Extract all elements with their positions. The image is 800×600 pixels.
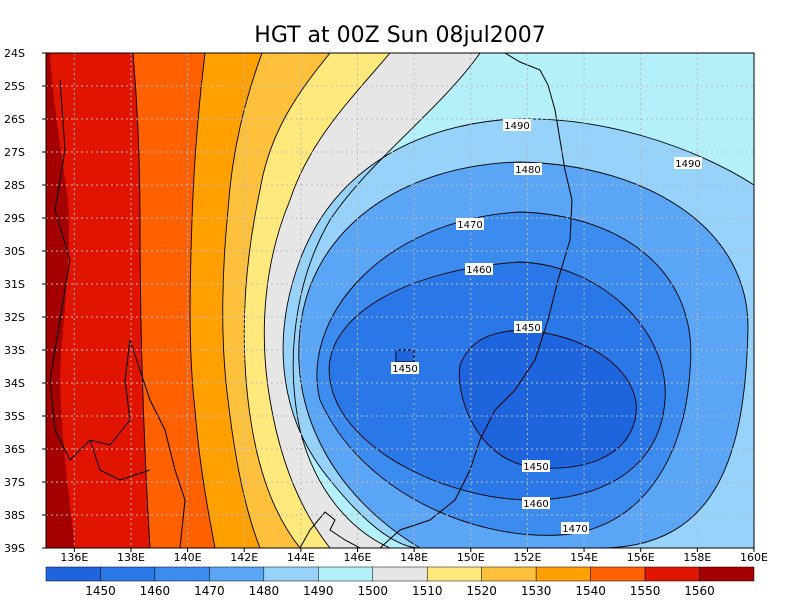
contour-label-text: 1470 (562, 524, 587, 535)
lat-label: 24S (4, 47, 25, 60)
colorbar-label: 1540 (575, 584, 606, 598)
contour-label: 1460 (522, 497, 550, 510)
contour-label: 1490 (674, 157, 702, 170)
lat-label: 31S (4, 278, 25, 291)
field (46, 53, 754, 548)
contour-label-text: 1470 (457, 220, 482, 231)
contour-label-text: 1450 (392, 364, 417, 375)
lat-label: 29S (4, 212, 25, 225)
colorbar-box (45, 566, 101, 582)
lon-label: 154E (570, 551, 598, 564)
lon-label: 160E (740, 551, 768, 564)
lon-label: 146E (344, 551, 372, 564)
colorbar-label: 1530 (521, 584, 552, 598)
lon-label: 150E (457, 551, 485, 564)
colorbar-label: 1560 (684, 584, 715, 598)
lon-label: 140E (174, 551, 202, 564)
lon-label: 158E (683, 551, 711, 564)
colorbar-box (426, 566, 482, 582)
contour-label: 1460 (465, 263, 493, 276)
contour-label: 1480 (514, 163, 542, 176)
colorbar-label: 1480 (249, 584, 280, 598)
lat-label: 35S (4, 410, 25, 423)
contour-label-text: 1450 (523, 462, 548, 473)
lat-label: 28S (4, 179, 25, 192)
contour-label: 1450 (391, 362, 419, 375)
contour-label-text: 1460 (523, 499, 548, 510)
colorbar-label: 1460 (140, 584, 171, 598)
contour-label-text: 1450 (515, 323, 540, 334)
lat-label: 39S (4, 542, 25, 555)
lat-label: 32S (4, 311, 25, 324)
colorbar-box (318, 566, 374, 582)
contour-label-text: 1490 (675, 159, 700, 170)
colorbar-label: 1470 (194, 584, 225, 598)
colorbar-box (209, 566, 265, 582)
band (46, 53, 75, 548)
lon-label: 156E (627, 551, 655, 564)
colorbar-box (154, 566, 210, 582)
contour-label: 1470 (456, 218, 484, 231)
graticule (46, 53, 754, 548)
colorbar-box (590, 566, 646, 582)
colorbar-box (535, 566, 591, 582)
coastline (49, 53, 573, 548)
contour-label: 1450 (522, 460, 550, 473)
lon-label: 138E (117, 551, 145, 564)
colorbar-box (372, 566, 428, 582)
contour-label: 1490 (503, 119, 531, 132)
lon-label: 148E (400, 551, 428, 564)
plot-frame (45, 52, 755, 549)
contour-labels: 1490 1490 1480 1470 1460 1450 1450 1450 … (391, 119, 702, 535)
band (396, 330, 637, 469)
colorbar-label: 1500 (357, 584, 388, 598)
lat-label: 37S (4, 476, 25, 489)
lat-label: 36S (4, 443, 25, 456)
lat-label: 38S (4, 509, 25, 522)
contour-label-text: 1480 (515, 165, 540, 176)
lat-label: 26S (4, 113, 25, 126)
colorbar-label: 1490 (303, 584, 334, 598)
colorbar-label: 1550 (630, 584, 661, 598)
colorbar-box (644, 566, 700, 582)
lon-label: 144E (287, 551, 315, 564)
lat-label: 27S (4, 146, 25, 159)
title: HGT at 00Z Sun 08jul2007 (254, 23, 545, 48)
contour-label: 1470 (561, 522, 589, 535)
contour-label-text: 1490 (504, 121, 529, 132)
lon-label: 142E (230, 551, 258, 564)
lon-label: 136E (60, 551, 88, 564)
contour-label-text: 1460 (466, 265, 491, 276)
lon-label: 152E (513, 551, 541, 564)
colorbar-box (481, 566, 537, 582)
contour-label: 1450 (514, 321, 542, 334)
lat-label: 25S (4, 80, 25, 93)
colorbar-label: 1450 (85, 584, 116, 598)
colorbar-box (100, 566, 156, 582)
lat-label: 30S (4, 245, 25, 258)
lat-label: 33S (4, 344, 25, 357)
colorbar-label: 1520 (466, 584, 497, 598)
colorbar-box (699, 566, 755, 582)
lat-label: 34S (4, 377, 25, 390)
colorbar-box (263, 566, 319, 582)
colorbar-label: 1510 (412, 584, 443, 598)
band (46, 53, 150, 548)
